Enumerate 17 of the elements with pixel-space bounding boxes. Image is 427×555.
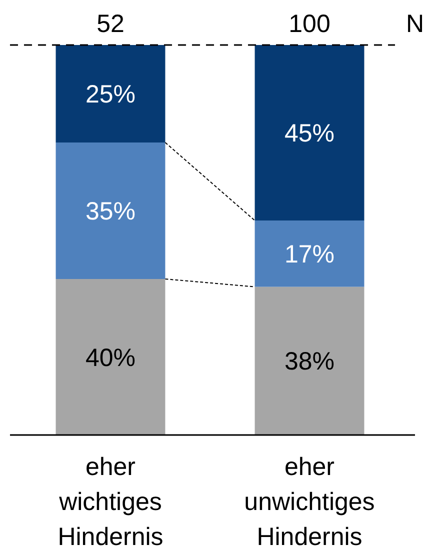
data-label: 25% bbox=[85, 80, 136, 108]
bar bbox=[56, 279, 166, 435]
bar bbox=[254, 286, 364, 435]
data-label: 40% bbox=[85, 344, 136, 372]
bar bbox=[254, 220, 364, 287]
data-label: 45% bbox=[284, 120, 335, 148]
data-label: 38% bbox=[284, 348, 335, 376]
x-tick-label: eher unwichtiges Hindernis bbox=[244, 453, 375, 551]
bar bbox=[56, 142, 166, 279]
data-label: 35% bbox=[85, 198, 136, 226]
bar bbox=[56, 45, 166, 142]
bar bbox=[254, 45, 364, 220]
text: 52 bbox=[96, 10, 124, 38]
text: 100 bbox=[288, 10, 330, 38]
data-label: 17% bbox=[284, 240, 335, 268]
text: N bbox=[406, 10, 424, 38]
x-tick-label: eher wichtiges Hindernis bbox=[58, 453, 164, 551]
